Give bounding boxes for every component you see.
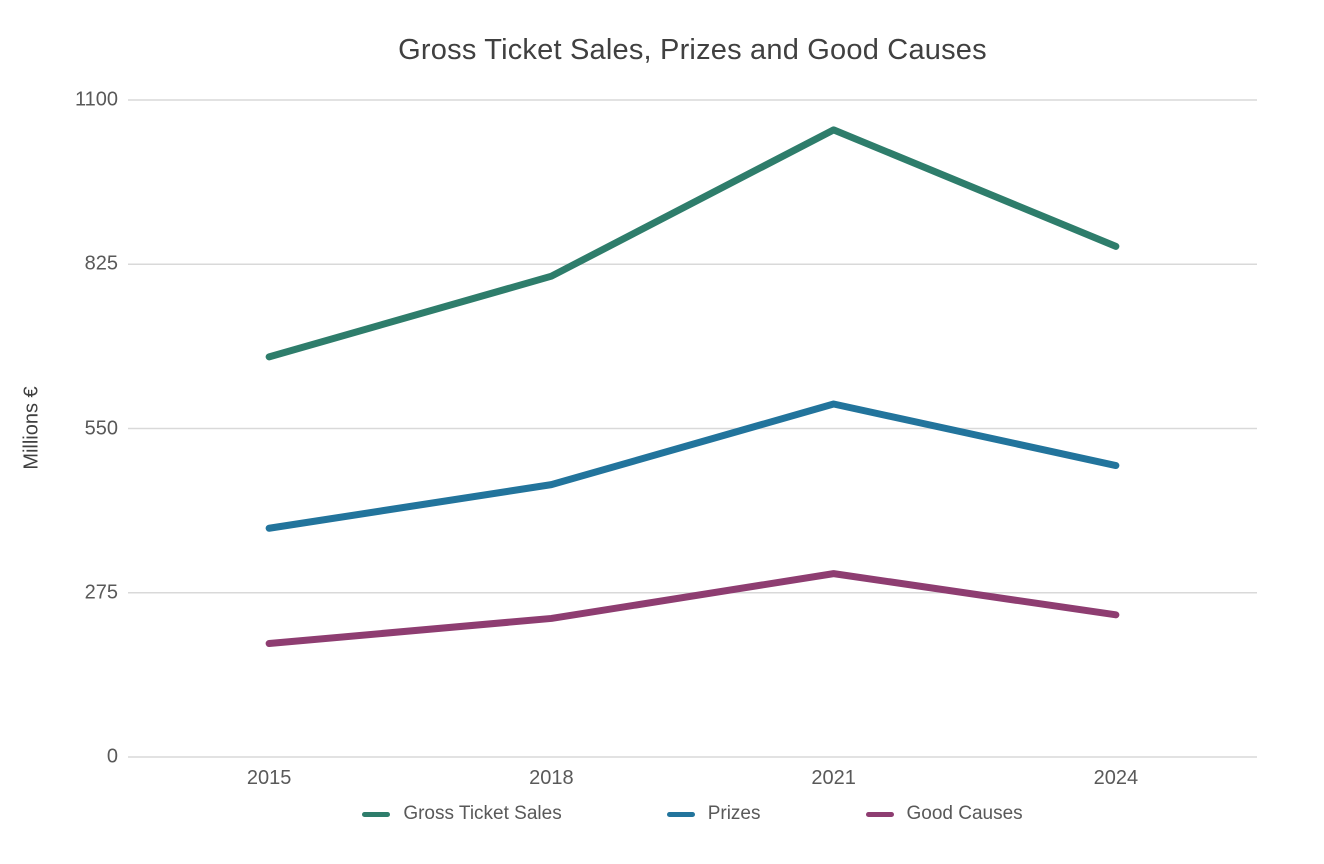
- legend-dash-icon-good-causes: [865, 811, 894, 817]
- legend: Gross Ticket Sales Prizes Good Causes: [128, 803, 1257, 825]
- y-tick-label-550: 550: [84, 417, 118, 439]
- legend-item-prizes: Prizes: [666, 803, 761, 825]
- legend-item-gross-ticket-sales: Gross Ticket Sales: [362, 803, 562, 825]
- series-line-prizes: [265, 400, 1120, 532]
- x-tick-label-2018: 2018: [529, 767, 574, 789]
- chart-title: Gross Ticket Sales, Prizes and Good Caus…: [398, 34, 987, 66]
- y-tick-label-1100: 1100: [74, 88, 118, 111]
- legend-dash-icon-gross-ticket-sales: [362, 811, 391, 817]
- y-tick-label-275: 275: [84, 581, 118, 604]
- legend-dash-icon-prizes: [666, 811, 695, 817]
- legend-item-good-causes: Good Causes: [865, 803, 1023, 825]
- x-tick-label-2021: 2021: [811, 767, 856, 789]
- y-tick-label-825: 825: [84, 252, 118, 275]
- series-line-good-causes: [265, 570, 1120, 648]
- series-line-gross-ticket-sales: [265, 126, 1120, 361]
- legend-label-good-causes: Good Causes: [906, 803, 1023, 824]
- legend-label-prizes: Prizes: [707, 803, 761, 824]
- y-tick-label-0: 0: [106, 745, 118, 768]
- legend-label-gross-ticket-sales: Gross Ticket Sales: [403, 803, 562, 824]
- x-tick-label-2015: 2015: [246, 767, 292, 789]
- x-tick-label-2024: 2024: [1093, 767, 1139, 789]
